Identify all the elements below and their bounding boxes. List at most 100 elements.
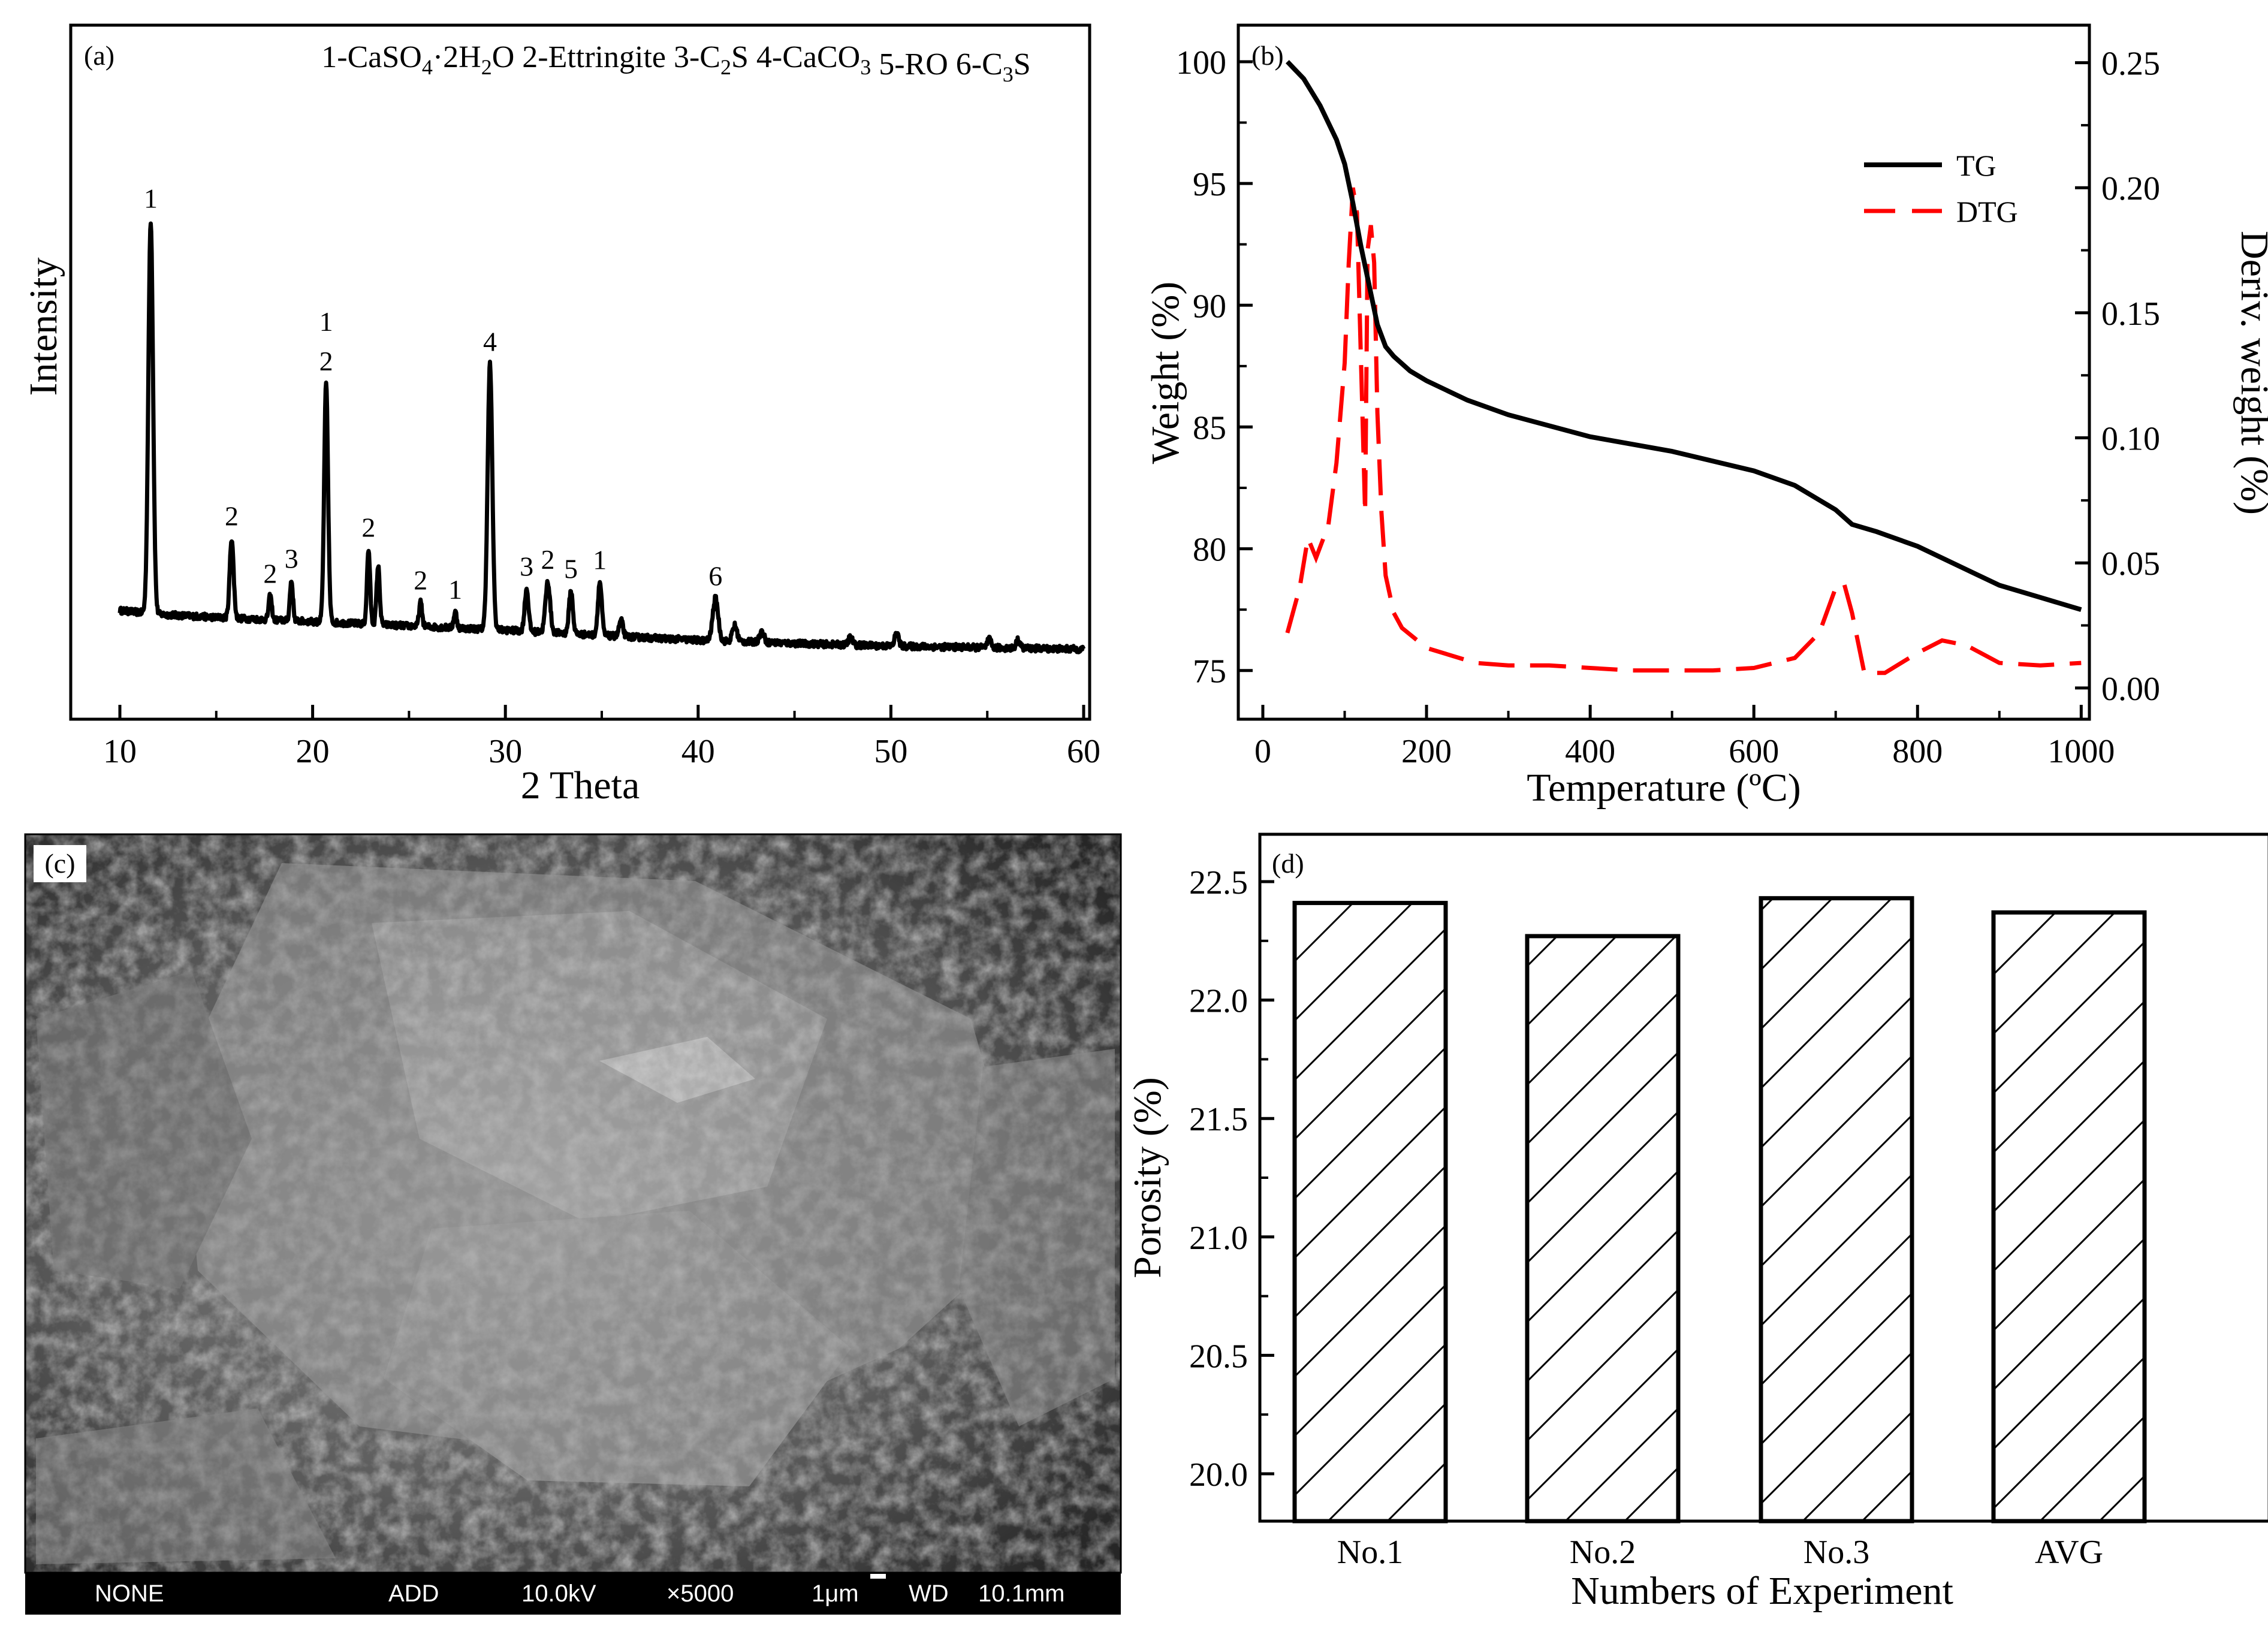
porosity-y-tick-label: 22.0 [1189,983,1248,1020]
porosity-chart: (d) 20.0 20.5 21.0 21.5 22.0 22.5 No.1 No.2 No.3… [1126,832,2268,1613]
tg-x-tick-label: 600 [1729,733,1779,770]
tg-y2-tick-label: 0.25 [2101,46,2160,83]
xrd-x-tick-label: 20 [296,733,330,770]
xrd-peak-label: 2 [225,501,239,532]
tg-series-line [1286,60,2082,613]
sem-add: ADD [388,1580,439,1607]
xrd-peak-label: 1 [593,545,607,575]
tg-x-label: Temperature (ºC) [1527,766,1800,810]
xrd-legend-sub: 3 [1003,62,1014,86]
xrd-legend-item: 3-C [674,40,720,74]
porosity-y-tick-label: 21.0 [1189,1220,1248,1257]
sem-wd-label: WD [909,1580,949,1607]
xrd-legend-item: 6-C [956,47,1003,82]
sem-wd-value: 10.1mm [978,1580,1065,1607]
xrd-peak-label: 4 [483,327,497,357]
xrd-chart: (a) 1-CaSO4·2H2O 2-Ettringite 3-C2S 4-Ca… [22,23,1100,807]
tg-y-tick-label: 85 [1193,409,1226,447]
xrd-legend-item: 1-CaSO [321,40,422,74]
xrd-pattern-line [117,221,1086,654]
xrd-x-tick-label: 40 [681,733,715,770]
xrd-legend-gap [666,40,674,74]
porosity-bar [1759,896,1914,1524]
xrd-legend-gap [948,47,956,82]
xrd-peak-label: 1 [448,574,462,605]
porosity-x-label: Numbers of Experiment [1571,1569,1953,1613]
xrd-legend-item: S [731,40,749,74]
porosity-category-label: No.3 [1803,1534,1869,1571]
xrd-peak-label: 5 [564,554,578,584]
xrd-x-tick-label: 60 [1067,733,1100,770]
xrd-legend-sub: 4 [422,55,433,79]
xrd-legend-item: 2-Ettringite [522,40,666,74]
xrd-y-label: Intensity [22,258,65,396]
xrd-peak-label: 3 [285,543,298,574]
tg-x-tick-label: 400 [1565,733,1615,770]
legend-tg-label: TG [1956,149,1996,182]
porosity-bar [1292,901,1448,1524]
tg-y-tick-label: 100 [1176,44,1226,82]
porosity-bar [1525,934,1681,1524]
tg-y-tick-label: 95 [1193,166,1226,203]
xrd-peak-label: 2 [541,544,554,575]
porosity-category-label: No.1 [1337,1534,1403,1571]
xrd-legend-gap [514,40,522,74]
xrd-legend-sub: 2 [481,55,492,79]
xrd-legend-item: 5-RO [879,47,948,82]
xrd-peak-label: 2 [263,558,277,589]
porosity-y-tick-label: 20.0 [1189,1456,1248,1494]
xrd-peak-label: 1 [144,183,158,214]
legend-dtg-label: DTG [1956,195,2018,228]
tg-y-tick-label: 90 [1193,288,1226,325]
xrd-legend-gap [749,40,756,74]
xrd-plot-frame [69,23,1091,721]
panel-tag-b: (b) [1251,40,1284,71]
sem-scale-label: 1μm [812,1580,859,1607]
tg-dtg-chart: (b) 0 200 400 600 800 1000 75 80 85 90 95 100 0.00 0.… [1144,23,2268,810]
xrd-legend-title: 1-CaSO4·2H2O 2-Ettringite 3-C2S 4-CaCO3 … [321,40,1030,86]
xrd-peak-label: 2 [414,565,427,595]
xrd-legend-item: ·2H [433,40,481,74]
panel-tag-d: (d) [1272,848,1304,879]
sem-detector: NONE [95,1580,164,1607]
sem-info-bar [25,1573,1121,1615]
panel-tag-a: (a) [84,40,114,71]
porosity-y-tick-label: 20.5 [1189,1338,1248,1375]
xrd-peak-label: 6 [708,560,722,591]
tg-y2-tick-label: 0.15 [2101,295,2160,333]
tg-y-tick-label: 75 [1193,653,1226,690]
porosity-y-tick-label: 21.5 [1189,1101,1248,1138]
tg-y2-tick-label: 0.00 [2101,671,2160,708]
xrd-peak-label: 1 [319,306,333,337]
porosity-y-label: Porosity (%) [1126,1077,1169,1278]
xrd-legend-item: 4-CaCO [756,40,860,74]
porosity-category-label: AVG [2035,1534,2103,1571]
tg-y2-tick-label: 0.10 [2101,421,2160,458]
sem-image-panel: (c) NONE ADD 10.0kV ×5000 1μm WD 10.1mm [24,833,1122,1615]
tg-y-label: Weight (%) [1144,282,1187,464]
tg-x-tick-label: 800 [1892,733,1943,770]
porosity-bars [1292,896,2147,1524]
tg-plot-frame [1236,23,2091,721]
dtg-series-line [1285,187,2082,675]
xrd-x-tick-label: 30 [488,733,522,770]
panel-tag-c: (c) [44,848,75,879]
sem-voltage: 10.0kV [521,1580,596,1607]
xrd-x-tick-label: 50 [874,733,907,770]
xrd-legend-item: O [492,40,515,74]
xrd-x-tick-label: 10 [103,733,137,770]
tg-y2-label: Deriv. weight (%) [2233,231,2268,515]
xrd-legend-sub: 2 [720,55,731,79]
xrd-peak-label: 3 [520,551,533,582]
porosity-y-tick-label: 22.5 [1189,864,1248,901]
sem-scale-bar [870,1574,886,1579]
tg-axes: 0 200 400 600 800 1000 75 80 85 90 95 100 0.00 0.05 0.… [1176,44,2160,770]
xrd-legend-sub: 3 [860,55,871,79]
xrd-legend-gap [871,47,879,82]
tg-y2-tick-label: 0.05 [2101,545,2160,583]
tg-y2-tick-label: 0.20 [2101,170,2160,207]
tg-legend: TG DTG [1864,149,2018,228]
sem-panel-tag-box [34,845,86,882]
